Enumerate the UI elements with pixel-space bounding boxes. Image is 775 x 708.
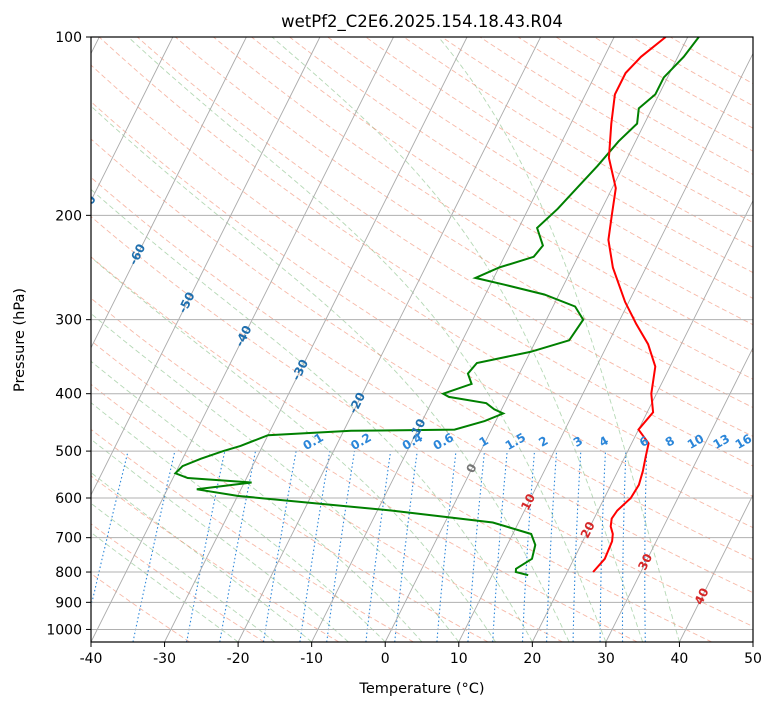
x-tick-label: 50 [744,651,762,667]
mixing-ratio-label: 16 [733,431,754,451]
moist-adiabat-line [91,188,533,642]
x-tick-label: 20 [523,651,541,667]
y-tick-label: 300 [55,313,82,329]
dry-adiabat-line [98,37,753,467]
y-tick-label: 500 [55,444,82,460]
y-tick-label: 900 [55,595,82,611]
y-tick-label: 600 [55,491,82,507]
moist-adiabat-line [91,402,386,642]
mixing-ratio-label: 20 [758,431,775,451]
isotherm-line [91,37,321,496]
isotherm-label: 10 [518,491,538,512]
pressure-gridlines [91,37,753,630]
temperature-profile-line [592,37,667,573]
dry-adiabat-line [365,37,753,274]
isotherm-line [605,346,753,642]
x-tick-label: -10 [300,651,323,667]
chart-title: wetPf2_C2E6.2025.154.18.43.R04 [281,12,563,32]
isotherm-label: -70 [77,193,99,219]
dry-adiabat-line [479,37,753,199]
x-tick-label: 30 [597,651,615,667]
y-axis-ticks: 100 200 300 400 500 600 700 800 900 1000 [46,30,91,638]
isotherms [91,37,753,642]
dry-adiabat-line [441,37,753,224]
isotherm-label: 30 [635,551,655,572]
isotherm-line [91,37,247,349]
isotherm-line [679,493,753,642]
isotherm-line [91,37,174,202]
y-tick-label: 700 [55,531,82,547]
dry-adiabat-line [91,101,753,529]
isotherm-line [752,640,753,642]
moist-adiabat-line [91,360,423,642]
isotherm-label: 40 [692,586,712,607]
x-tick-label: -30 [153,651,176,667]
isotherm-label: -80 [27,145,49,171]
dry-adiabat-line [91,216,753,627]
plot-frame [90,36,754,643]
y-tick-label: 1000 [46,622,82,638]
sounding-profiles [173,37,700,577]
isotherm-line [458,52,753,642]
dry-adiabat-line [91,475,340,642]
dry-adiabat-line [91,383,489,642]
dry-adiabat-line [91,428,414,642]
isotherm-line [531,199,753,642]
mixing-ratio-line [394,451,418,642]
mixing-ratio-line [436,451,457,642]
x-axis-label: Temperature (°C) [358,681,484,697]
moist-adiabat-line [91,312,460,642]
moist-adiabat-line [438,37,680,642]
isotherm-line [91,37,394,642]
dry-adiabat-line [91,297,638,642]
moist-adiabat-line [91,105,570,642]
mixing-ratio-line [326,451,356,642]
dewpoint-profile-line [173,37,700,577]
x-tick-label: 10 [450,651,468,667]
mixing-ratio-line [91,450,129,609]
moist-adiabat-line [91,438,349,642]
isotherm-line [237,37,542,642]
dry-adiabat-line [175,37,753,409]
y-tick-label: 200 [55,208,82,224]
dry-adiabat-line [327,37,753,299]
x-tick-label: -40 [80,651,103,667]
dry-adiabat-line [91,138,753,561]
x-tick-label: 0 [381,651,390,667]
moist-adiabat-line [127,37,607,642]
mixing-ratio-line [467,451,486,642]
mixing-ratio-lines [91,450,648,642]
mixing-ratio-line [132,450,176,642]
x-axis-ticks: -40 -30 -20 -10 0 10 20 30 40 50 [80,642,762,667]
isotherm-line [311,37,615,642]
dry-adiabat-line [91,176,753,594]
y-tick-label: 400 [55,387,82,403]
mixing-ratio-line [299,451,331,642]
isotherm-line [164,37,468,642]
isotherm-label: 20 [578,519,598,540]
y-axis-label: Pressure (hPa) [12,288,28,392]
y-tick-label: 800 [55,565,82,581]
x-tick-label: -20 [227,651,250,667]
dry-adiabat-line [91,523,265,642]
mixing-ratio-line [365,451,392,642]
x-tick-label: 40 [671,651,689,667]
isotherm-line [384,37,689,642]
moist-adiabat-line [271,37,644,642]
moist-adiabat-line [91,256,496,642]
dry-adiabat-line [213,37,753,380]
y-tick-label: 100 [55,30,82,46]
dry-adiabat-line [251,37,753,353]
